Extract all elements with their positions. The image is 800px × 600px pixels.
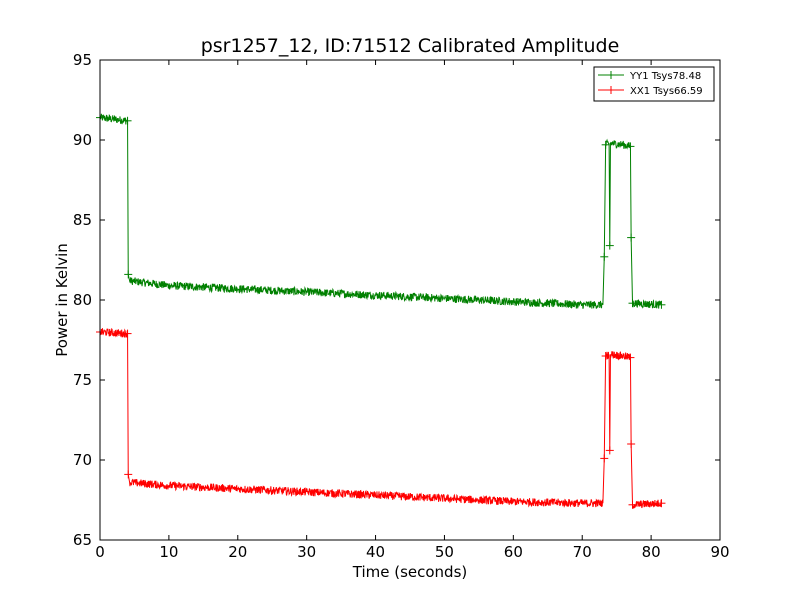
series-marker	[124, 470, 133, 479]
series-marker	[605, 241, 614, 250]
series-marker	[601, 352, 610, 360]
series-marker	[628, 500, 637, 509]
chart-title: psr1257_12, ID:71512 Calibrated Amplitud…	[201, 35, 620, 57]
series-marker	[628, 299, 637, 308]
x-tick-label: 70	[573, 543, 592, 561]
y-tick-label: 85	[73, 211, 92, 229]
series-line-1	[99, 327, 662, 510]
series-marker	[605, 446, 614, 455]
x-tick-label: 10	[159, 543, 178, 561]
series-marker	[600, 454, 609, 463]
series-marker	[627, 233, 636, 242]
y-tick-label: 75	[73, 371, 92, 389]
series-marker	[626, 353, 635, 362]
y-axis-label: Power in Kelvin	[53, 243, 71, 357]
series-marker	[123, 116, 132, 125]
y-tick-label: 70	[73, 451, 92, 469]
series-marker	[657, 300, 666, 309]
legend-box	[593, 66, 715, 102]
series-marker	[124, 270, 133, 279]
series-marker	[601, 140, 610, 149]
x-tick-label: 50	[435, 543, 454, 561]
series-marker	[627, 440, 636, 448]
legend-entry: XX1 Tsys66.59	[598, 86, 703, 97]
x-tick-label: 60	[504, 543, 523, 561]
x-axis: 0 10 20 30 40 50 60 70 80 90	[95, 60, 730, 561]
series-marker	[626, 142, 635, 151]
y-tick-label: 95	[73, 51, 92, 69]
x-tick-label: 80	[642, 543, 661, 561]
legend-label: YY1 Tsys78.48	[629, 71, 701, 82]
x-axis-label: Time (seconds)	[352, 563, 468, 581]
y-tick-label: 65	[73, 531, 92, 549]
x-tick-label: 0	[95, 543, 105, 561]
x-tick-label: 30	[297, 543, 316, 561]
series-line-0	[99, 113, 662, 309]
x-tick-label: 40	[366, 543, 385, 561]
series-marker	[657, 499, 666, 508]
y-tick-label: 90	[73, 131, 92, 149]
legend-entry: YY1 Tsys78.48	[598, 71, 701, 82]
x-tick-label: 20	[228, 543, 247, 561]
legend-label: XX1 Tsys66.59	[630, 86, 703, 97]
series-marker	[600, 252, 609, 261]
series-layer	[96, 113, 666, 510]
x-tick-label: 90	[710, 543, 729, 561]
y-tick-label: 80	[73, 291, 92, 309]
legend: YY1 Tsys78.48 XX1 Tsys66.59	[593, 66, 715, 102]
series-marker	[123, 329, 132, 338]
y-axis: 65 70 75 80 85 90 95	[73, 51, 720, 549]
